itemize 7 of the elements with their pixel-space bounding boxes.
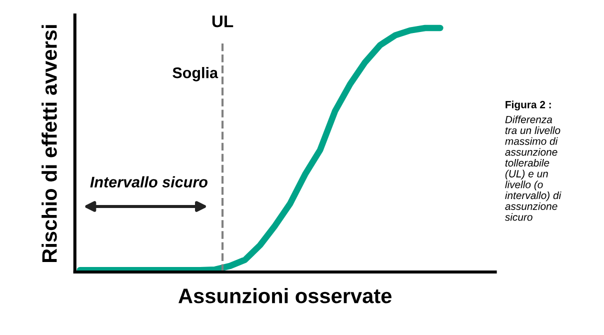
annotation: Soglia — [172, 67, 218, 82]
y-axis-title: Rischio di effetti avversi — [42, 25, 57, 262]
text: Differenza tra un livello massimo di assunzione tollerabile (UL) e un livello (o intervallo) di assunzione sicuro — [504, 116, 562, 221]
x-axis-title: Assunzioni osservate — [178, 288, 392, 304]
text: UL — [212, 16, 234, 28]
annotation: Intervallo sicuro — [90, 176, 208, 188]
text: Figura 2 : — [506, 100, 551, 110]
